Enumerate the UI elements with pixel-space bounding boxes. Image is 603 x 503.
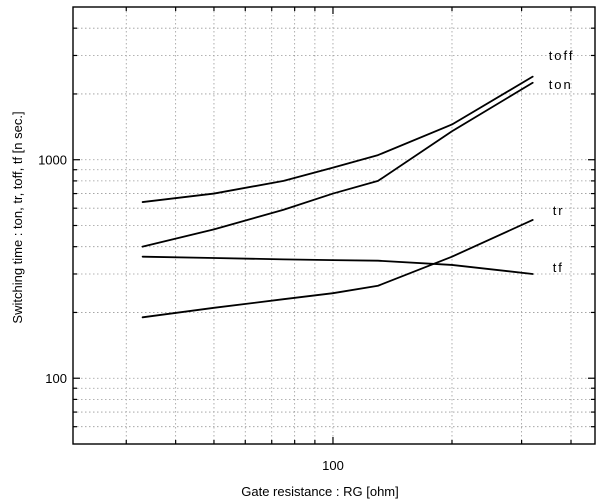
series-label-toff: toff	[549, 48, 575, 63]
x-axis-title: Gate resistance : RG [ohm]	[241, 484, 399, 499]
series-lines	[141, 75, 534, 319]
tick-labels: 100 100 1000	[38, 153, 344, 473]
series-line-tf	[141, 255, 534, 275]
series-label-tf: tf	[553, 260, 564, 275]
series-label-ton: ton	[549, 77, 573, 92]
series-line-toff	[141, 75, 534, 203]
plot-frame	[72, 6, 596, 445]
grid	[73, 7, 595, 444]
series-labels: toff ton tr tf	[549, 48, 575, 275]
y-tick-label: 1000	[38, 153, 67, 168]
series-label-tr: tr	[553, 203, 565, 218]
y-tick-label: 100	[45, 371, 67, 386]
series-line-tr	[141, 219, 534, 319]
series-line-ton	[141, 81, 534, 248]
y-axis-title: Switching time : ton, tr, toff, tf [n se…	[10, 111, 25, 323]
x-tick-label: 100	[322, 458, 344, 473]
